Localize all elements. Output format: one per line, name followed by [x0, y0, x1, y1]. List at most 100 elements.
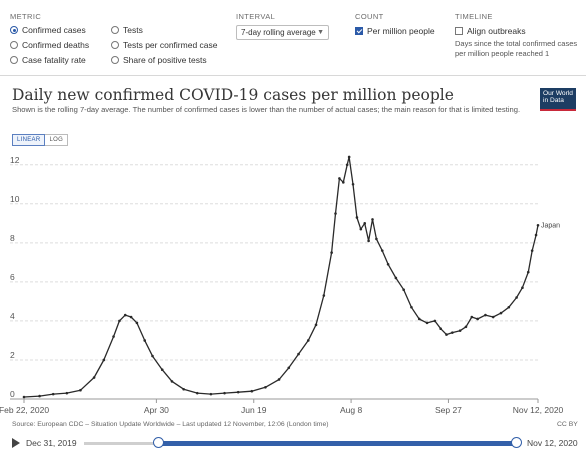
data-point: [359, 227, 363, 231]
data-point: [530, 249, 534, 252]
data-point: [521, 286, 524, 290]
option-label: Share of positive tests: [123, 55, 207, 65]
data-point: [386, 263, 390, 266]
data-point: [338, 177, 341, 180]
data-point: [439, 327, 442, 331]
metric-option-share-of-positive-tests[interactable]: Share of positive tests: [111, 55, 207, 65]
timeline-slider: Dec 31, 2019 Nov 12, 2020: [0, 433, 586, 453]
data-point: [526, 270, 530, 274]
data-point: [287, 366, 291, 370]
data-point: [51, 392, 55, 396]
license-link[interactable]: CC BY: [557, 421, 578, 428]
data-point: [92, 376, 96, 379]
data-point: [250, 389, 254, 393]
data-point: [65, 391, 69, 395]
metric-option-tests[interactable]: Tests: [111, 25, 143, 35]
data-point: [182, 387, 185, 391]
series-line-japan: [23, 156, 539, 398]
data-point: [451, 331, 454, 334]
data-point: [277, 378, 281, 381]
data-point: [342, 181, 345, 184]
data-point: [334, 212, 337, 215]
owid-logo: Our World in Data: [540, 88, 576, 111]
data-point: [112, 335, 115, 338]
data-point: [314, 323, 318, 327]
x-axis: Feb 22, 2020 Apr 30 Jun 19 Aug 8 Sep 27 Nov 1…: [0, 399, 564, 415]
data-point: [151, 354, 154, 358]
source-note: Source: European CDC – Situation Update …: [12, 421, 329, 428]
timeline-start-handle[interactable]: [153, 437, 164, 448]
metric-option-confirmed-cases[interactable]: Confirmed cases: [10, 25, 86, 35]
scale-log-button[interactable]: LOG: [45, 134, 69, 146]
metric-option-tests-per-confirmed-case[interactable]: Tests per confirmed case: [111, 40, 217, 50]
interval-select-value: 7-day rolling average: [241, 28, 316, 37]
controls-panel: METRIC Confirmed cases Confirmed deaths …: [0, 0, 586, 76]
x-tick-label: Feb 22, 2020: [0, 405, 49, 415]
y-tick-label: 4: [10, 311, 15, 321]
y-tick-label: 0: [10, 389, 15, 399]
timeline-end-handle[interactable]: [511, 437, 522, 448]
count-per-million-checkbox[interactable]: Per million people: [355, 26, 435, 36]
timeline-group-label: TIMELINE: [455, 12, 493, 21]
interval-select[interactable]: 7-day rolling average ▼: [236, 25, 329, 40]
data-point: [129, 315, 133, 319]
option-label: Case fatality rate: [22, 55, 86, 65]
align-outbreaks-checkbox[interactable]: Align outbreaks: [455, 26, 526, 36]
radio-icon[interactable]: [111, 26, 119, 34]
series-group: Japan: [22, 155, 560, 399]
series-label-japan: Japan: [541, 222, 560, 229]
option-label: Confirmed deaths: [22, 40, 90, 50]
play-icon[interactable]: [12, 438, 20, 448]
radio-icon[interactable]: [10, 41, 18, 49]
timeline-start-label: Dec 31, 2019: [26, 438, 77, 448]
checkbox-icon[interactable]: [455, 27, 463, 35]
data-point: [491, 315, 495, 319]
data-point: [363, 222, 367, 225]
data-point: [433, 319, 437, 323]
x-tick-label: Nov 12, 2020: [513, 405, 564, 415]
checkbox-checked-icon[interactable]: [355, 27, 363, 35]
metric-option-confirmed-deaths[interactable]: Confirmed deaths: [10, 40, 89, 50]
timeline-end-label: Nov 12, 2020: [527, 438, 578, 448]
x-tick-label: Apr 30: [144, 405, 169, 415]
data-point: [345, 163, 349, 167]
y-axis-ticks: 0 2 4 6 8 10 12: [10, 155, 20, 399]
data-point: [470, 315, 474, 319]
y-tick-label: 12: [10, 155, 20, 165]
option-label: Align outbreaks: [467, 26, 526, 36]
y-tick-label: 6: [10, 272, 15, 282]
radio-icon[interactable]: [10, 56, 18, 64]
data-point: [515, 296, 518, 299]
data-point: [410, 305, 413, 309]
data-point: [123, 313, 127, 317]
x-tick-label: Jun 19: [241, 405, 267, 415]
radio-icon[interactable]: [111, 41, 119, 49]
data-point: [445, 333, 448, 336]
data-point: [195, 391, 199, 395]
line-chart: 0 2 4 6 8 10 12 Feb 22, 2020 Apr 30 Jun 19 Aug 8 S…: [0, 155, 564, 415]
data-point: [476, 317, 479, 321]
data-point: [102, 358, 106, 362]
option-label: Per million people: [367, 26, 435, 36]
chart-title: Daily new confirmed COVID-19 cases per m…: [12, 86, 454, 104]
count-group-label: COUNT: [355, 12, 384, 21]
scale-linear-button[interactable]: LINEAR: [12, 134, 46, 146]
data-point: [484, 313, 487, 317]
y-tick-label: 2: [10, 350, 15, 360]
x-tick-label: Aug 8: [340, 405, 362, 415]
data-point: [306, 339, 310, 342]
data-point: [534, 233, 538, 237]
chart-subtitle: Shown is the rolling 7-day average. The …: [12, 105, 521, 114]
data-point: [322, 294, 326, 297]
metric-option-case-fatality-rate[interactable]: Case fatality rate: [10, 55, 86, 65]
data-point: [394, 276, 398, 280]
radio-selected-icon[interactable]: [10, 26, 18, 34]
metric-group-label: METRIC: [10, 12, 42, 21]
data-point: [458, 329, 462, 332]
scale-toggle: LINEAR LOG: [12, 134, 69, 146]
radio-icon[interactable]: [111, 56, 119, 64]
data-point: [297, 352, 300, 356]
data-point: [209, 392, 213, 396]
timeline-selected-range[interactable]: [159, 441, 517, 446]
data-point: [236, 390, 240, 394]
